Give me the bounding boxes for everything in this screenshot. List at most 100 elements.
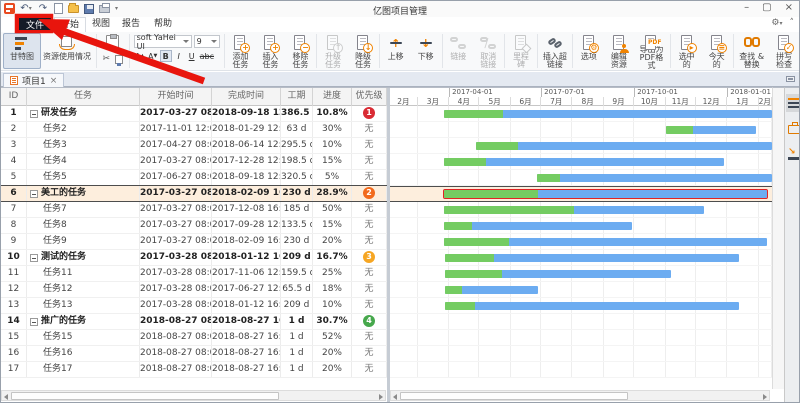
export-pdf-button[interactable]: PDF导出为PDF格式	[634, 32, 669, 70]
font-size-select[interactable]: 9	[193, 35, 220, 48]
gantt-task-bar[interactable]	[444, 238, 768, 246]
move-down-button[interactable]: ↓下移	[411, 32, 441, 70]
qat-customize-icon[interactable]: ▾	[115, 5, 119, 12]
gantt-task-bar[interactable]	[444, 206, 704, 214]
paste-icon[interactable]	[106, 34, 120, 50]
gantt-task-bar[interactable]	[445, 302, 740, 310]
font-family-select[interactable]: soft YaHei UI	[133, 33, 192, 51]
shrink-font-button[interactable]: A ▼	[147, 51, 158, 61]
gantt-vscrollbar[interactable]	[772, 87, 784, 389]
strikethrough-button[interactable]: abc	[199, 51, 215, 61]
gantt-task-bar[interactable]	[475, 142, 772, 150]
close-button[interactable]: ×	[784, 2, 793, 13]
minimize-button[interactable]: –	[744, 2, 750, 13]
add-task-button[interactable]: + 添加任务	[225, 32, 255, 70]
column-header-3[interactable]: 完成时间	[212, 88, 281, 106]
doc-add-icon: +	[232, 35, 251, 53]
table-hscrollbar[interactable]	[1, 390, 386, 401]
grow-font-button[interactable]: A ▲	[134, 51, 145, 61]
column-header-0[interactable]: ID	[1, 88, 27, 106]
bold-button[interactable]: B	[159, 50, 172, 62]
gantt-summary-bar[interactable]	[445, 254, 740, 262]
find-replace-button[interactable]: 查找 & 替换	[734, 32, 769, 70]
column-header-2[interactable]: 开始时间	[140, 88, 212, 106]
panel-export-icon[interactable]	[786, 146, 799, 164]
gantt-hscroll-thumb[interactable]	[400, 392, 628, 400]
menu-file[interactable]: 文件	[17, 16, 54, 32]
tab-close-icon[interactable]: ×	[49, 75, 58, 86]
spell-check-button[interactable]: ✓ 拼写检查	[769, 32, 799, 70]
today-filter-button[interactable]: ≡ 今天的	[702, 32, 732, 70]
gear-icon[interactable]: ⚙▾	[771, 18, 783, 28]
gantt-summary-bar[interactable]	[443, 189, 769, 199]
insert-task-button[interactable]: + 插入任务	[255, 32, 285, 70]
gantt-task-bar[interactable]	[666, 126, 757, 134]
redo-icon[interactable]: ↷	[38, 3, 48, 14]
undo-icon[interactable]: ↶ ▾	[20, 3, 32, 14]
gantt-view-button[interactable]: 甘特图	[3, 33, 41, 69]
cut-icon[interactable]: ✂	[102, 54, 111, 64]
gantt-hscrollbar[interactable]	[390, 390, 770, 401]
menu-report[interactable]: 报告	[122, 19, 141, 29]
column-header-1[interactable]: 任务	[27, 88, 140, 106]
menu-help[interactable]: 帮助	[154, 19, 173, 29]
tab-project1[interactable]: 项目1 ×	[3, 73, 65, 87]
gantt-summary-bar[interactable]	[444, 110, 772, 118]
column-header-6[interactable]: 优先级	[352, 88, 387, 106]
column-header-4[interactable]: 工期	[281, 88, 313, 106]
options-button[interactable]: ⚙ 选项	[574, 32, 604, 70]
save-icon[interactable]	[84, 3, 94, 14]
column-header-5[interactable]: 进度	[313, 88, 352, 106]
gantt-task-bar[interactable]	[445, 270, 672, 278]
gantt-task-bar[interactable]	[444, 158, 724, 166]
panel-briefcase-icon[interactable]	[786, 120, 799, 138]
collapse-icon[interactable]	[30, 317, 38, 326]
remove-task-button[interactable]: − 移除任务	[285, 32, 315, 70]
collapse-icon[interactable]	[30, 189, 38, 198]
menu-home[interactable]: 开始	[54, 17, 87, 33]
gantt-task-bar[interactable]	[444, 222, 632, 230]
doc-add-icon: +	[262, 35, 281, 53]
underline-button[interactable]: U	[188, 51, 195, 61]
menu-view[interactable]: 视图	[92, 19, 111, 29]
italic-button[interactable]: I	[177, 51, 180, 61]
ribbon-pin-icon[interactable]	[786, 76, 795, 82]
resource-usage-button[interactable]: 资源使用情况	[41, 33, 93, 69]
panel-layers-icon[interactable]	[786, 94, 799, 112]
format-painter-icon[interactable]	[113, 53, 126, 66]
maximize-button[interactable]: ▢	[762, 2, 772, 13]
demote-task-button[interactable]: ↓ 降级任务	[348, 32, 378, 70]
table-hscroll-thumb[interactable]	[11, 392, 279, 400]
selected-filter-button[interactable]: ▸ 选中的	[672, 32, 702, 70]
app-logo-icon[interactable]	[4, 3, 15, 14]
collapse-icon[interactable]	[30, 109, 38, 118]
open-folder-icon[interactable]	[68, 2, 79, 13]
gantt-task-bar[interactable]	[445, 286, 538, 294]
edit-resources-button[interactable]: 编辑资源	[604, 32, 634, 70]
panel-splitter[interactable]	[387, 87, 390, 402]
collapse-icon[interactable]	[30, 253, 38, 262]
collapse-ribbon-icon[interactable]: ˄	[789, 18, 795, 28]
new-doc-icon[interactable]	[54, 3, 63, 14]
gantt-task-bar[interactable]	[537, 174, 772, 182]
print-icon[interactable]	[99, 2, 110, 13]
insert-hyperlink-button[interactable]: 插入超链接	[539, 32, 572, 70]
move-up-button[interactable]: ↑上移	[381, 32, 411, 70]
